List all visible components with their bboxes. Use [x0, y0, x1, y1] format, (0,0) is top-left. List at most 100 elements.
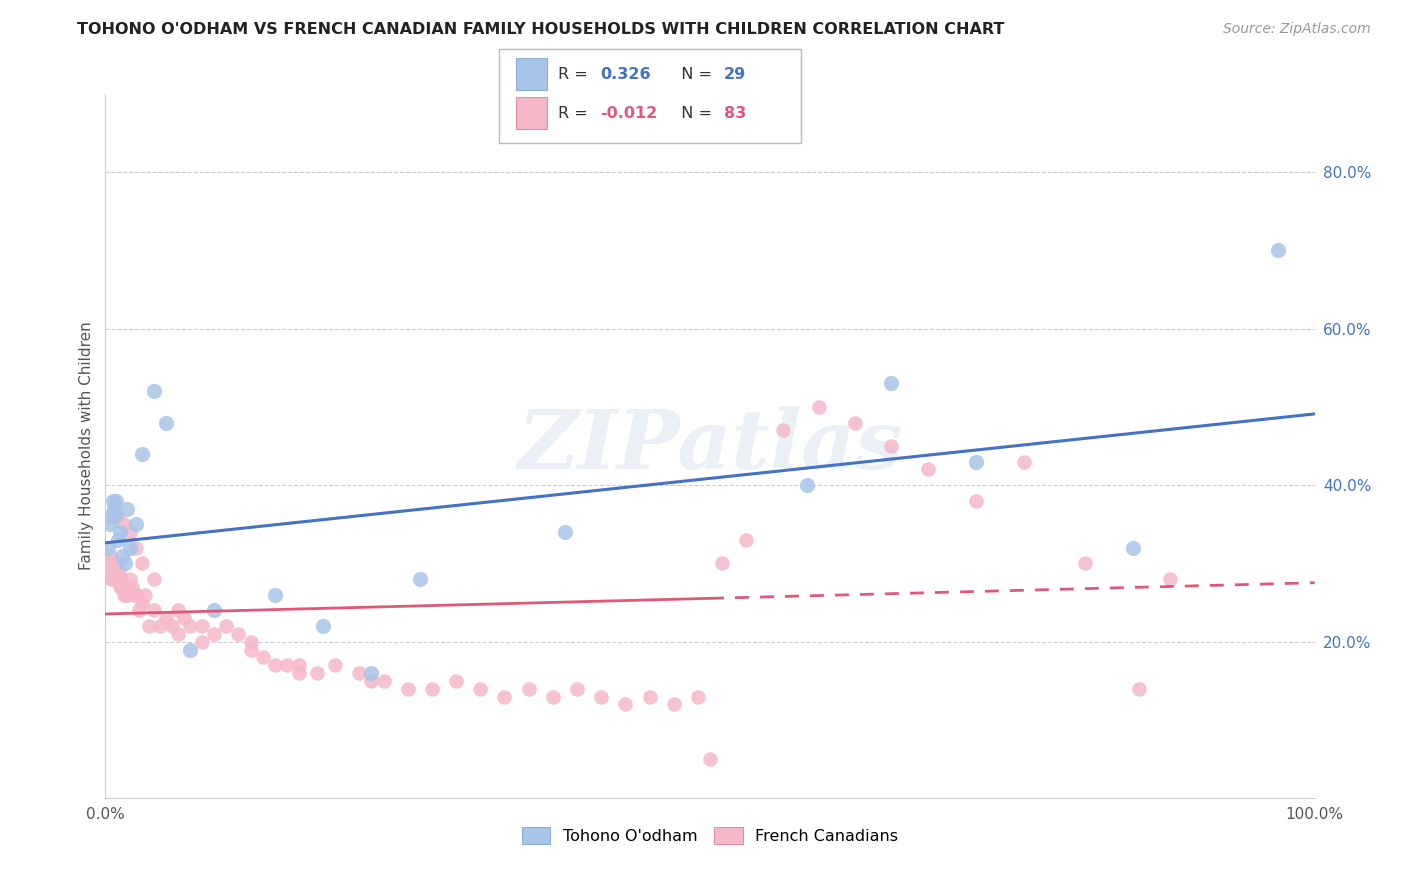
Point [121, 580, 143, 594]
Point [118, 541, 141, 555]
Point [138, 619, 160, 633]
Point [112, 517, 135, 532]
Point [202, 627, 225, 641]
Point [396, 681, 419, 696]
Point [307, 666, 329, 681]
Point [239, 642, 262, 657]
Point [699, 752, 721, 766]
Point [554, 525, 576, 540]
Point [117, 580, 139, 594]
Point [142, 384, 165, 399]
Point [114, 580, 136, 594]
Point [107, 533, 129, 547]
Point [131, 447, 153, 461]
Point [470, 681, 492, 696]
Point [179, 619, 201, 633]
Point [107, 509, 129, 524]
Point [103, 501, 125, 516]
Point [662, 698, 685, 712]
Point [98, 549, 121, 563]
Point [118, 525, 141, 540]
Point [173, 611, 195, 625]
Text: R =: R = [558, 67, 593, 81]
Point [167, 603, 190, 617]
Point [323, 658, 346, 673]
Text: 29: 29 [724, 67, 747, 81]
Point [104, 564, 127, 578]
Point [807, 400, 830, 414]
Point [239, 634, 262, 648]
Point [98, 564, 121, 578]
Point [614, 698, 637, 712]
Point [565, 681, 588, 696]
Point [735, 533, 758, 547]
Point [118, 572, 141, 586]
Point [179, 642, 201, 657]
Point [965, 493, 987, 508]
Text: R =: R = [558, 106, 593, 120]
Point [124, 541, 148, 555]
Point [276, 658, 298, 673]
Point [360, 673, 382, 688]
Point [115, 501, 138, 516]
Text: Source: ZipAtlas.com: Source: ZipAtlas.com [1223, 22, 1371, 37]
Point [142, 603, 165, 617]
Point [160, 619, 183, 633]
Point [263, 658, 285, 673]
Point [420, 681, 443, 696]
Point [409, 572, 432, 586]
Point [105, 493, 128, 508]
Point [125, 588, 148, 602]
Point [100, 509, 122, 524]
Point [105, 557, 128, 571]
Point [349, 666, 371, 681]
Point [686, 690, 709, 704]
Point [638, 690, 661, 704]
Legend: Tohono O'odham, French Canadians: Tohono O'odham, French Canadians [516, 821, 904, 850]
Point [115, 588, 138, 602]
Point [115, 588, 138, 602]
Point [155, 611, 177, 625]
Point [124, 588, 146, 602]
Point [494, 690, 516, 704]
Point [107, 572, 129, 586]
Point [103, 572, 125, 586]
Text: ZIPatlas: ZIPatlas [517, 406, 903, 486]
Point [97, 557, 120, 571]
Point [1014, 455, 1036, 469]
Point [101, 493, 124, 508]
Point [591, 690, 613, 704]
Point [142, 572, 165, 586]
Point [1074, 557, 1097, 571]
Point [131, 557, 153, 571]
Point [312, 619, 335, 633]
Point [360, 666, 382, 681]
Point [149, 619, 172, 633]
Point [202, 603, 225, 617]
Point [288, 666, 311, 681]
Text: TOHONO O'ODHAM VS FRENCH CANADIAN FAMILY HOUSEHOLDS WITH CHILDREN CORRELATION CH: TOHONO O'ODHAM VS FRENCH CANADIAN FAMILY… [77, 22, 1005, 37]
Point [124, 517, 148, 532]
Point [1267, 244, 1289, 258]
Point [111, 580, 134, 594]
Point [228, 627, 250, 641]
Point [541, 690, 564, 704]
Point [97, 541, 120, 555]
Y-axis label: Family Households with Children: Family Households with Children [79, 322, 94, 570]
Point [796, 478, 818, 492]
Point [104, 509, 127, 524]
Point [114, 557, 136, 571]
Point [215, 619, 238, 633]
Point [167, 627, 190, 641]
Text: 0.326: 0.326 [600, 67, 651, 81]
Point [101, 557, 124, 571]
Point [110, 572, 132, 586]
Point [108, 525, 131, 540]
Point [1159, 572, 1181, 586]
Point [128, 603, 150, 617]
Point [252, 650, 274, 665]
Point [155, 416, 177, 430]
Point [288, 658, 311, 673]
Text: N =: N = [671, 67, 717, 81]
Text: 83: 83 [724, 106, 747, 120]
